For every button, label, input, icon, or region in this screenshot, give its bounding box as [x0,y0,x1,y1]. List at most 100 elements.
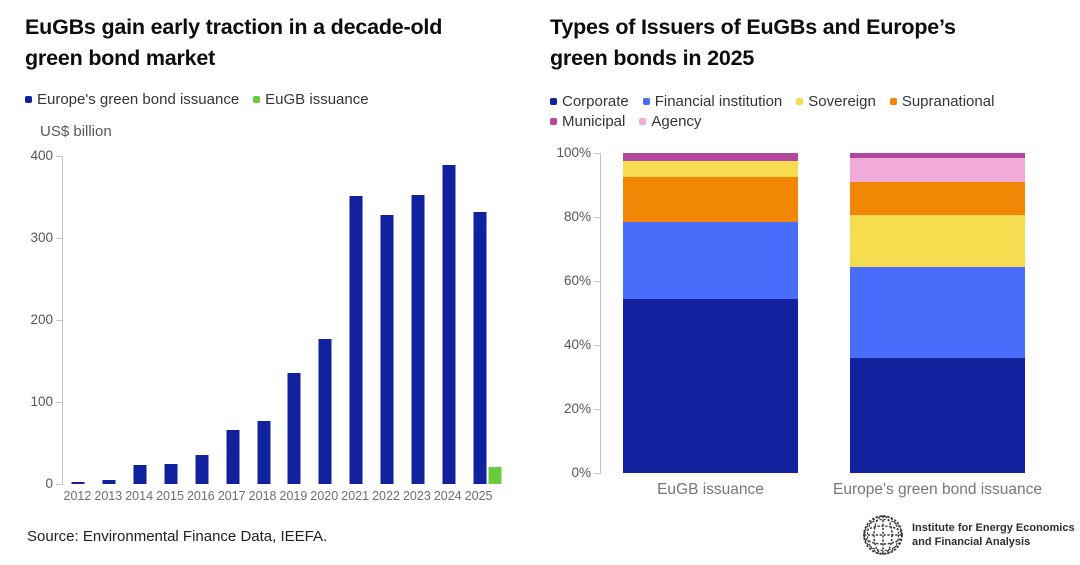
y-tick [56,401,63,403]
category-slot-2022 [372,156,403,484]
globe-icon [863,515,903,555]
segment-europe-s-green-bond-issuance-supranational [850,181,1025,216]
category-slot-2018 [248,156,279,484]
left-plot: 0 100 200 300 400 [30,148,502,491]
stacked-bar-europe-s-green-bond-issuance [850,153,1025,473]
legend-label: Europe's green bond issuance [37,91,240,108]
bars-layer [63,156,502,484]
left-chart-legend: Europe's green bond issuance EuGB issuanc… [25,91,525,108]
category-slot-2014 [125,156,156,484]
category-slot-2021 [341,156,372,484]
right-chart-title: Types of Issuers of EuGBs and Europe’s g… [550,15,956,70]
y-tick [594,152,601,154]
bar-2014-europe-s-green-bond-issuance [133,465,147,484]
y-tick-label: 300 [30,230,53,245]
y-tick-label: 100 [30,394,53,409]
legend-label: Agency [651,113,702,130]
bar-2017-europe-s-green-bond-issuance [226,429,240,484]
category-slot-2012 [63,156,94,484]
legend-label: Supranational [901,93,995,110]
category-slot-2016 [186,156,217,484]
y-tick [56,155,63,157]
x-tick-label: 2025 [464,489,493,503]
category-slot-2023 [402,156,433,484]
legend-label: EuGB issuance [265,91,369,108]
segment-eugb-issuance-financial-institution [623,221,798,299]
bar-2012-europe-s-green-bond-issuance [71,482,85,484]
x-tick-label: 2017 [217,489,246,503]
category-slot-2020 [310,156,341,484]
y-tick [56,483,63,485]
category-slot-2015 [156,156,187,484]
segment-europe-s-green-bond-issuance-municipal [850,153,1025,158]
category-slot-2025 [464,156,502,484]
left-x-labels: 2012 2013 2014 2015 2016 2017 2018 2019 2020 2021… [62,489,494,503]
y-tick-label: 20% [563,401,591,416]
category-slot-2024 [433,156,464,484]
segment-europe-s-green-bond-issuance-sovereign [850,215,1025,267]
bar-2013-europe-s-green-bond-issuance [102,479,116,484]
right-chart-panel: Types of Issuers of EuGBs and Europe’s g… [540,0,1080,565]
category-slot-2019 [279,156,310,484]
source-text: Source: Environmental Finance Data, IEEF… [27,528,328,545]
logo-text: Institute for Energy Economics and Finan… [912,521,1075,550]
bar-2016-europe-s-green-bond-issuance [195,455,209,484]
left-y-axis-title: US$ billion [40,123,112,140]
y-tick-label: 0 [45,476,53,491]
bar-2024-europe-s-green-bond-issuance [442,165,456,484]
x-tick-label: 2022 [372,489,400,503]
legend-item-eugb-issuance: EuGB issuance [253,91,369,108]
bar-2023-europe-s-green-bond-issuance [411,195,425,484]
legend-item-financial-institution: Financial institution [642,93,782,110]
segment-europe-s-green-bond-issuance-financial-institution [850,266,1025,358]
legend-item-europe-s-green-bond-issuance: Europe's green bond issuance [25,91,239,108]
segment-eugb-issuance-sovereign [623,161,798,178]
category-slot-2013 [94,156,125,484]
bar-2021-europe-s-green-bond-issuance [349,196,363,484]
legend-item-agency: Agency [639,113,701,130]
logo-text-line-2: and Financial Analysis [912,536,1031,548]
bar-2025-eugb-issuance [488,466,502,484]
legend-swatch [796,98,804,105]
bar-2020-europe-s-green-bond-issuance [318,338,332,484]
y-tick [56,319,63,321]
y-tick-label: 400 [30,148,53,163]
legend-item-supranational: Supranational [889,93,995,110]
x-tick-label: 2020 [310,489,339,503]
bar-2019-europe-s-green-bond-issuance [287,373,301,484]
legend-swatch [642,98,650,105]
y-tick-label: 80% [563,209,591,224]
legend-item-corporate: Corporate [550,93,629,110]
y-tick [594,280,601,282]
legend-label: Sovereign [808,93,876,110]
legend-swatch [550,98,557,105]
x-tick-label: 2012 [63,489,92,503]
logo-text-line-1: Institute for Energy Economics [912,521,1075,534]
x-tick-label: 2016 [186,489,215,503]
x-category-label: Europe's green bond issuance [833,481,1042,498]
x-tick-label: 2019 [279,489,308,503]
legend-swatch [25,96,32,103]
right-chart-legend: Corporate Financial institution Sovereign S… [550,93,1062,130]
legend-item-sovereign: Sovereign [796,93,876,110]
legend-label: Corporate [562,93,629,110]
category-slot-2017 [217,156,248,484]
y-tick [56,237,63,239]
y-tick [594,216,601,218]
y-tick [594,408,601,410]
segment-eugb-issuance-municipal [623,153,798,162]
y-tick [594,344,601,346]
y-tick-label: 200 [30,312,53,327]
x-tick-label: 2021 [341,489,370,503]
legend-item-municipal: Municipal [550,113,625,130]
y-tick [594,472,601,474]
left-chart-panel: EuGBs gain early traction in a decade-ol… [25,15,525,545]
x-category-label: EuGB issuance [657,481,764,498]
segment-europe-s-green-bond-issuance-agency [850,157,1025,182]
y-tick-label: 60% [563,273,591,288]
x-tick-label: 2014 [125,489,154,503]
legend-swatch [253,96,261,103]
ieefa-logo: Institute for Energy Economics and Finan… [862,514,1075,556]
legend-label: Municipal [562,113,626,130]
